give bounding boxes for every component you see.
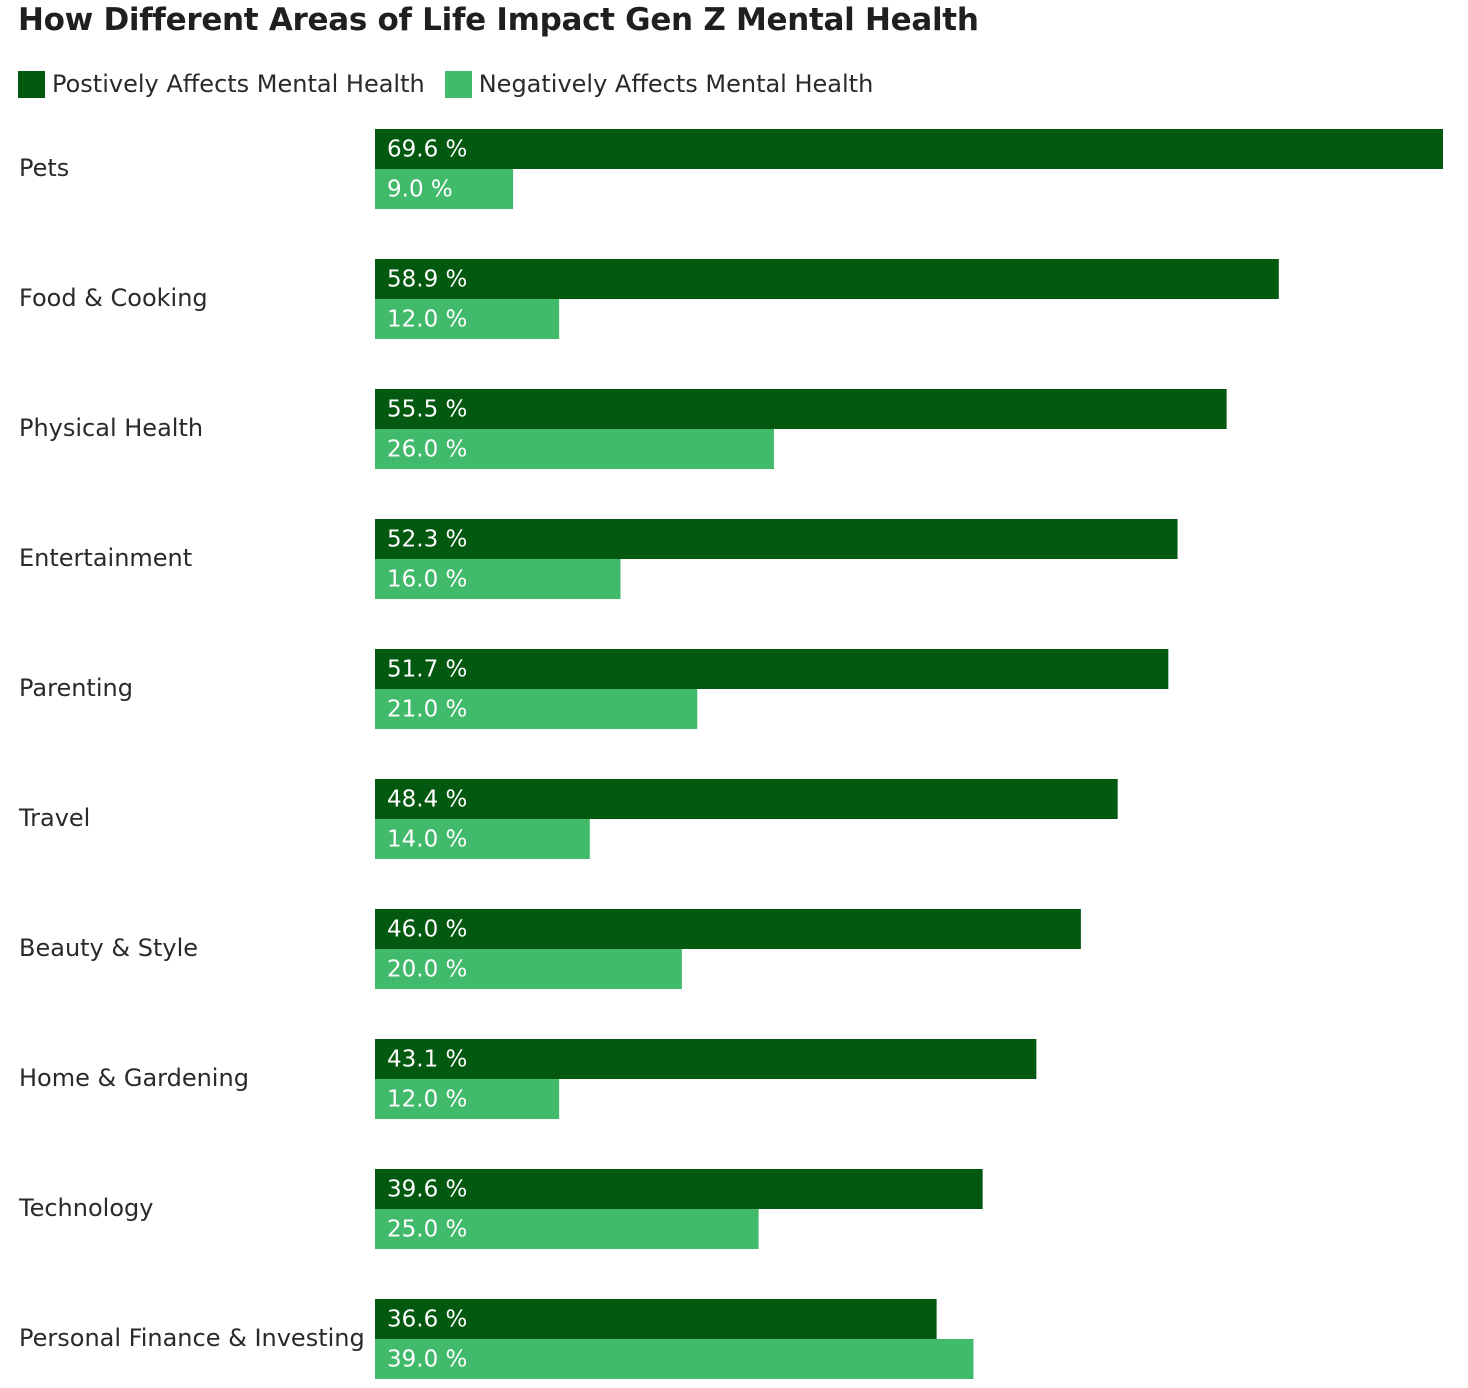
chart-legend: Postively Affects Mental Health Negative…	[18, 66, 893, 102]
bar-positive-food-cooking	[375, 259, 1279, 299]
category-label-parenting: Parenting	[19, 674, 133, 702]
bar-label-positive-technology: 39.6 %	[387, 1177, 467, 1203]
bar-negative-technology	[375, 1209, 759, 1249]
category-label-pets: Pets	[19, 154, 69, 182]
bar-label-positive-home-gardening: 43.1 %	[387, 1047, 467, 1073]
bar-label-positive-beauty-style: 46.0 %	[387, 917, 467, 943]
bar-label-positive-pets: 69.6 %	[387, 137, 467, 163]
legend-swatch-negative	[444, 70, 472, 98]
bar-negative-personal-finance-investing	[375, 1339, 974, 1379]
legend-item-positive: Postively Affects Mental Health	[18, 70, 425, 98]
bar-label-negative-technology: 25.0 %	[387, 1217, 467, 1243]
bar-negative-pets	[375, 169, 514, 209]
bar-label-negative-parenting: 21.0 %	[387, 697, 467, 723]
bar-positive-pets	[375, 129, 1443, 169]
bar-label-negative-pets: 9.0 %	[387, 177, 453, 203]
bar-label-negative-travel: 14.0 %	[387, 827, 467, 853]
bar-label-positive-travel: 48.4 %	[387, 787, 467, 813]
bar-label-negative-physical-health: 26.0 %	[387, 437, 467, 463]
bar-positive-home-gardening	[375, 1039, 1037, 1079]
bar-label-negative-beauty-style: 20.0 %	[387, 957, 467, 983]
bar-positive-personal-finance-investing	[375, 1299, 937, 1339]
bar-label-negative-entertainment: 16.0 %	[387, 567, 467, 593]
bar-label-positive-entertainment: 52.3 %	[387, 527, 467, 553]
bar-negative-entertainment	[375, 559, 621, 599]
bar-positive-physical-health	[375, 389, 1227, 429]
legend-item-negative: Negatively Affects Mental Health	[444, 70, 874, 98]
bar-positive-parenting	[375, 649, 1169, 689]
legend-label-positive: Postively Affects Mental Health	[52, 70, 425, 98]
category-label-beauty-style: Beauty & Style	[19, 934, 198, 962]
bar-label-negative-food-cooking: 12.0 %	[387, 307, 467, 333]
category-label-travel: Travel	[18, 804, 90, 832]
category-label-home-gardening: Home & Gardening	[19, 1064, 249, 1092]
category-label-food-cooking: Food & Cooking	[19, 284, 208, 312]
bar-label-positive-food-cooking: 58.9 %	[387, 267, 467, 293]
bar-negative-food-cooking	[375, 299, 560, 339]
bar-positive-travel	[375, 779, 1118, 819]
bar-label-negative-personal-finance-investing: 39.0 %	[387, 1347, 467, 1373]
category-label-personal-finance-investing: Personal Finance & Investing	[19, 1324, 365, 1352]
bar-positive-entertainment	[375, 519, 1178, 559]
legend-swatch-positive	[18, 70, 45, 98]
bar-positive-technology	[375, 1169, 983, 1209]
category-label-physical-health: Physical Health	[19, 414, 203, 442]
bar-negative-parenting	[375, 689, 698, 729]
category-label-entertainment: Entertainment	[19, 544, 192, 572]
legend-label-negative: Negatively Affects Mental Health	[478, 70, 874, 98]
bar-negative-beauty-style	[375, 949, 682, 989]
bar-label-positive-physical-health: 55.5 %	[387, 397, 467, 423]
bar-negative-home-gardening	[375, 1079, 560, 1119]
bar-label-positive-parenting: 51.7 %	[387, 657, 467, 683]
bar-positive-beauty-style	[375, 909, 1081, 949]
bar-negative-physical-health	[375, 429, 774, 469]
chart-title: How Different Areas of Life Impact Gen Z…	[18, 2, 979, 38]
category-label-technology: Technology	[18, 1194, 153, 1222]
bar-label-negative-home-gardening: 12.0 %	[387, 1087, 467, 1113]
bar-label-positive-personal-finance-investing: 36.6 %	[387, 1307, 467, 1333]
bar-negative-travel	[375, 819, 590, 859]
